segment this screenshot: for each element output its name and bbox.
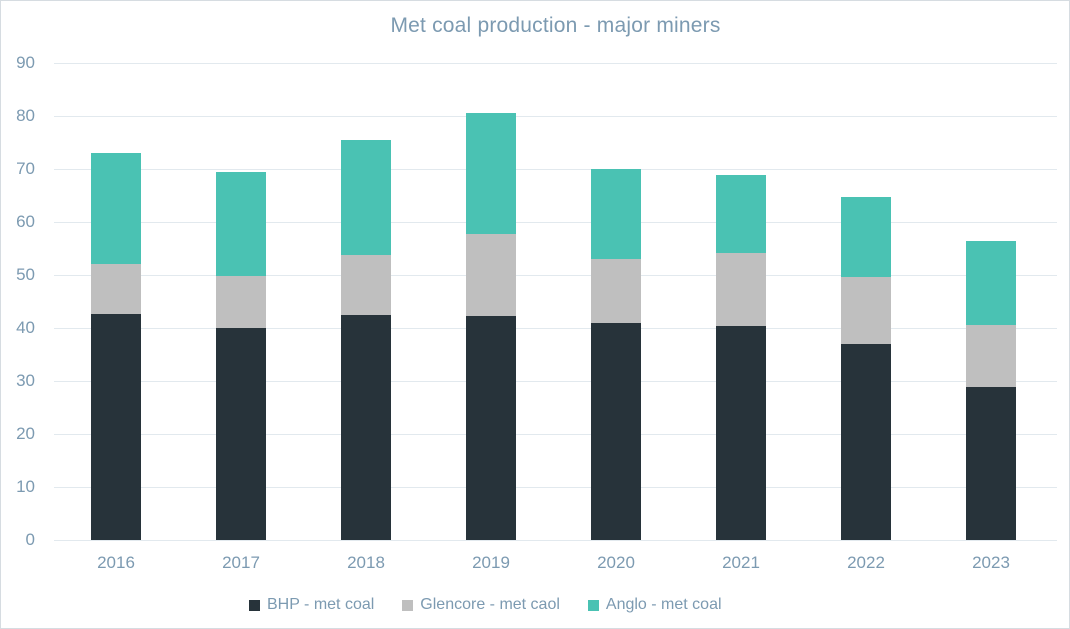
x-axis-tick-label-2022: 2022 — [847, 553, 885, 572]
x-axis-tick-label-2017: 2017 — [222, 553, 260, 572]
gridline-y-30 — [54, 381, 1057, 382]
y-axis-tick-label: 40 — [16, 318, 35, 337]
chart-title: Met coal production - major miners — [390, 14, 721, 37]
bar-2020 — [591, 63, 641, 540]
y-axis-tick-label: 70 — [16, 159, 35, 178]
x-axis-tick-label-2023: 2023 — [972, 553, 1010, 572]
legend-label: BHP - met coal — [267, 596, 375, 613]
legend-swatch-icon — [587, 599, 599, 611]
bar-segment-2019-bhp — [466, 315, 516, 540]
y-axis-tick-label: 90 — [16, 53, 35, 72]
bar-2023 — [966, 63, 1016, 540]
bar-2018 — [341, 63, 391, 540]
x-axis-tick-label-2019: 2019 — [472, 553, 510, 572]
gridline-y-20 — [54, 434, 1057, 435]
bar-segment-2023-bhp — [966, 386, 1016, 540]
bar-segment-2016-bhp — [91, 313, 141, 540]
gridline-y-70 — [54, 169, 1057, 170]
bar-segment-2017-anglo — [216, 171, 266, 277]
gridline-y-60 — [54, 222, 1057, 223]
bar-segment-2021-bhp — [716, 325, 766, 540]
bar-2019 — [466, 63, 516, 540]
x-axis-tick-label-2021: 2021 — [722, 553, 760, 572]
bar-segment-2020-bhp — [591, 322, 641, 540]
bar-segment-2021-glencore — [716, 252, 766, 326]
legend-label: Anglo - met coal — [605, 596, 722, 613]
bar-segment-2023-glencore — [966, 325, 1016, 387]
plot-area — [54, 63, 1057, 541]
bar-segment-2016-anglo — [91, 152, 141, 264]
legend-swatch-icon — [402, 599, 414, 611]
x-axis-tick-label-2018: 2018 — [347, 553, 385, 572]
bar-segment-2018-glencore — [341, 254, 391, 315]
y-axis-tick-label: 30 — [16, 371, 35, 390]
bar-segment-2017-glencore — [216, 276, 266, 328]
bar-segment-2016-glencore — [91, 263, 141, 314]
y-axis-tick-label: 80 — [16, 106, 35, 125]
gridline-y-10 — [54, 487, 1057, 488]
bar-segment-2022-bhp — [841, 343, 891, 540]
legend-item-bhp: BHP - met coal — [249, 596, 374, 614]
gridline-y-80 — [54, 116, 1057, 117]
gridline-y-90 — [54, 63, 1057, 64]
y-axis-tick-label: 50 — [16, 265, 35, 284]
legend-item-anglo: Anglo - met coal — [587, 596, 722, 614]
bar-segment-2017-bhp — [216, 328, 266, 540]
y-axis-tick-label: 60 — [16, 212, 35, 231]
legend-swatch-icon — [249, 599, 260, 611]
bar-segment-2020-anglo — [591, 169, 641, 260]
bar-segment-2018-bhp — [341, 314, 391, 540]
bar-2017 — [216, 63, 266, 540]
bar-segment-2019-glencore — [466, 234, 516, 316]
bar-segment-2022-anglo — [841, 197, 891, 277]
bar-2022 — [841, 63, 891, 540]
bar-segment-2022-glencore — [841, 276, 891, 344]
legend-label: Glencore - met caol — [420, 596, 560, 613]
bar-segment-2019-anglo — [466, 112, 516, 235]
y-axis-tick-label: 20 — [16, 424, 35, 443]
bar-segment-2020-glencore — [591, 259, 641, 323]
bar-segment-2018-anglo — [341, 139, 391, 255]
bar-segment-2021-anglo — [716, 174, 766, 253]
legend: BHP - met coal Glencore - met caol Anglo -… — [249, 594, 722, 616]
bar-segment-2023-anglo — [966, 240, 1016, 326]
gridline-y-40 — [54, 328, 1057, 329]
bar-2016 — [91, 63, 141, 540]
gridline-y-0 — [54, 540, 1057, 541]
x-axis-tick-label-2016: 2016 — [97, 553, 135, 572]
gridline-y-50 — [54, 275, 1057, 276]
y-axis-tick-label: 10 — [16, 477, 35, 496]
x-axis-tick-label-2020: 2020 — [597, 553, 635, 572]
legend-item-glencore: Glencore - met caol — [402, 596, 560, 614]
y-axis-tick-label: 0 — [25, 530, 35, 549]
bar-2021 — [716, 63, 766, 540]
